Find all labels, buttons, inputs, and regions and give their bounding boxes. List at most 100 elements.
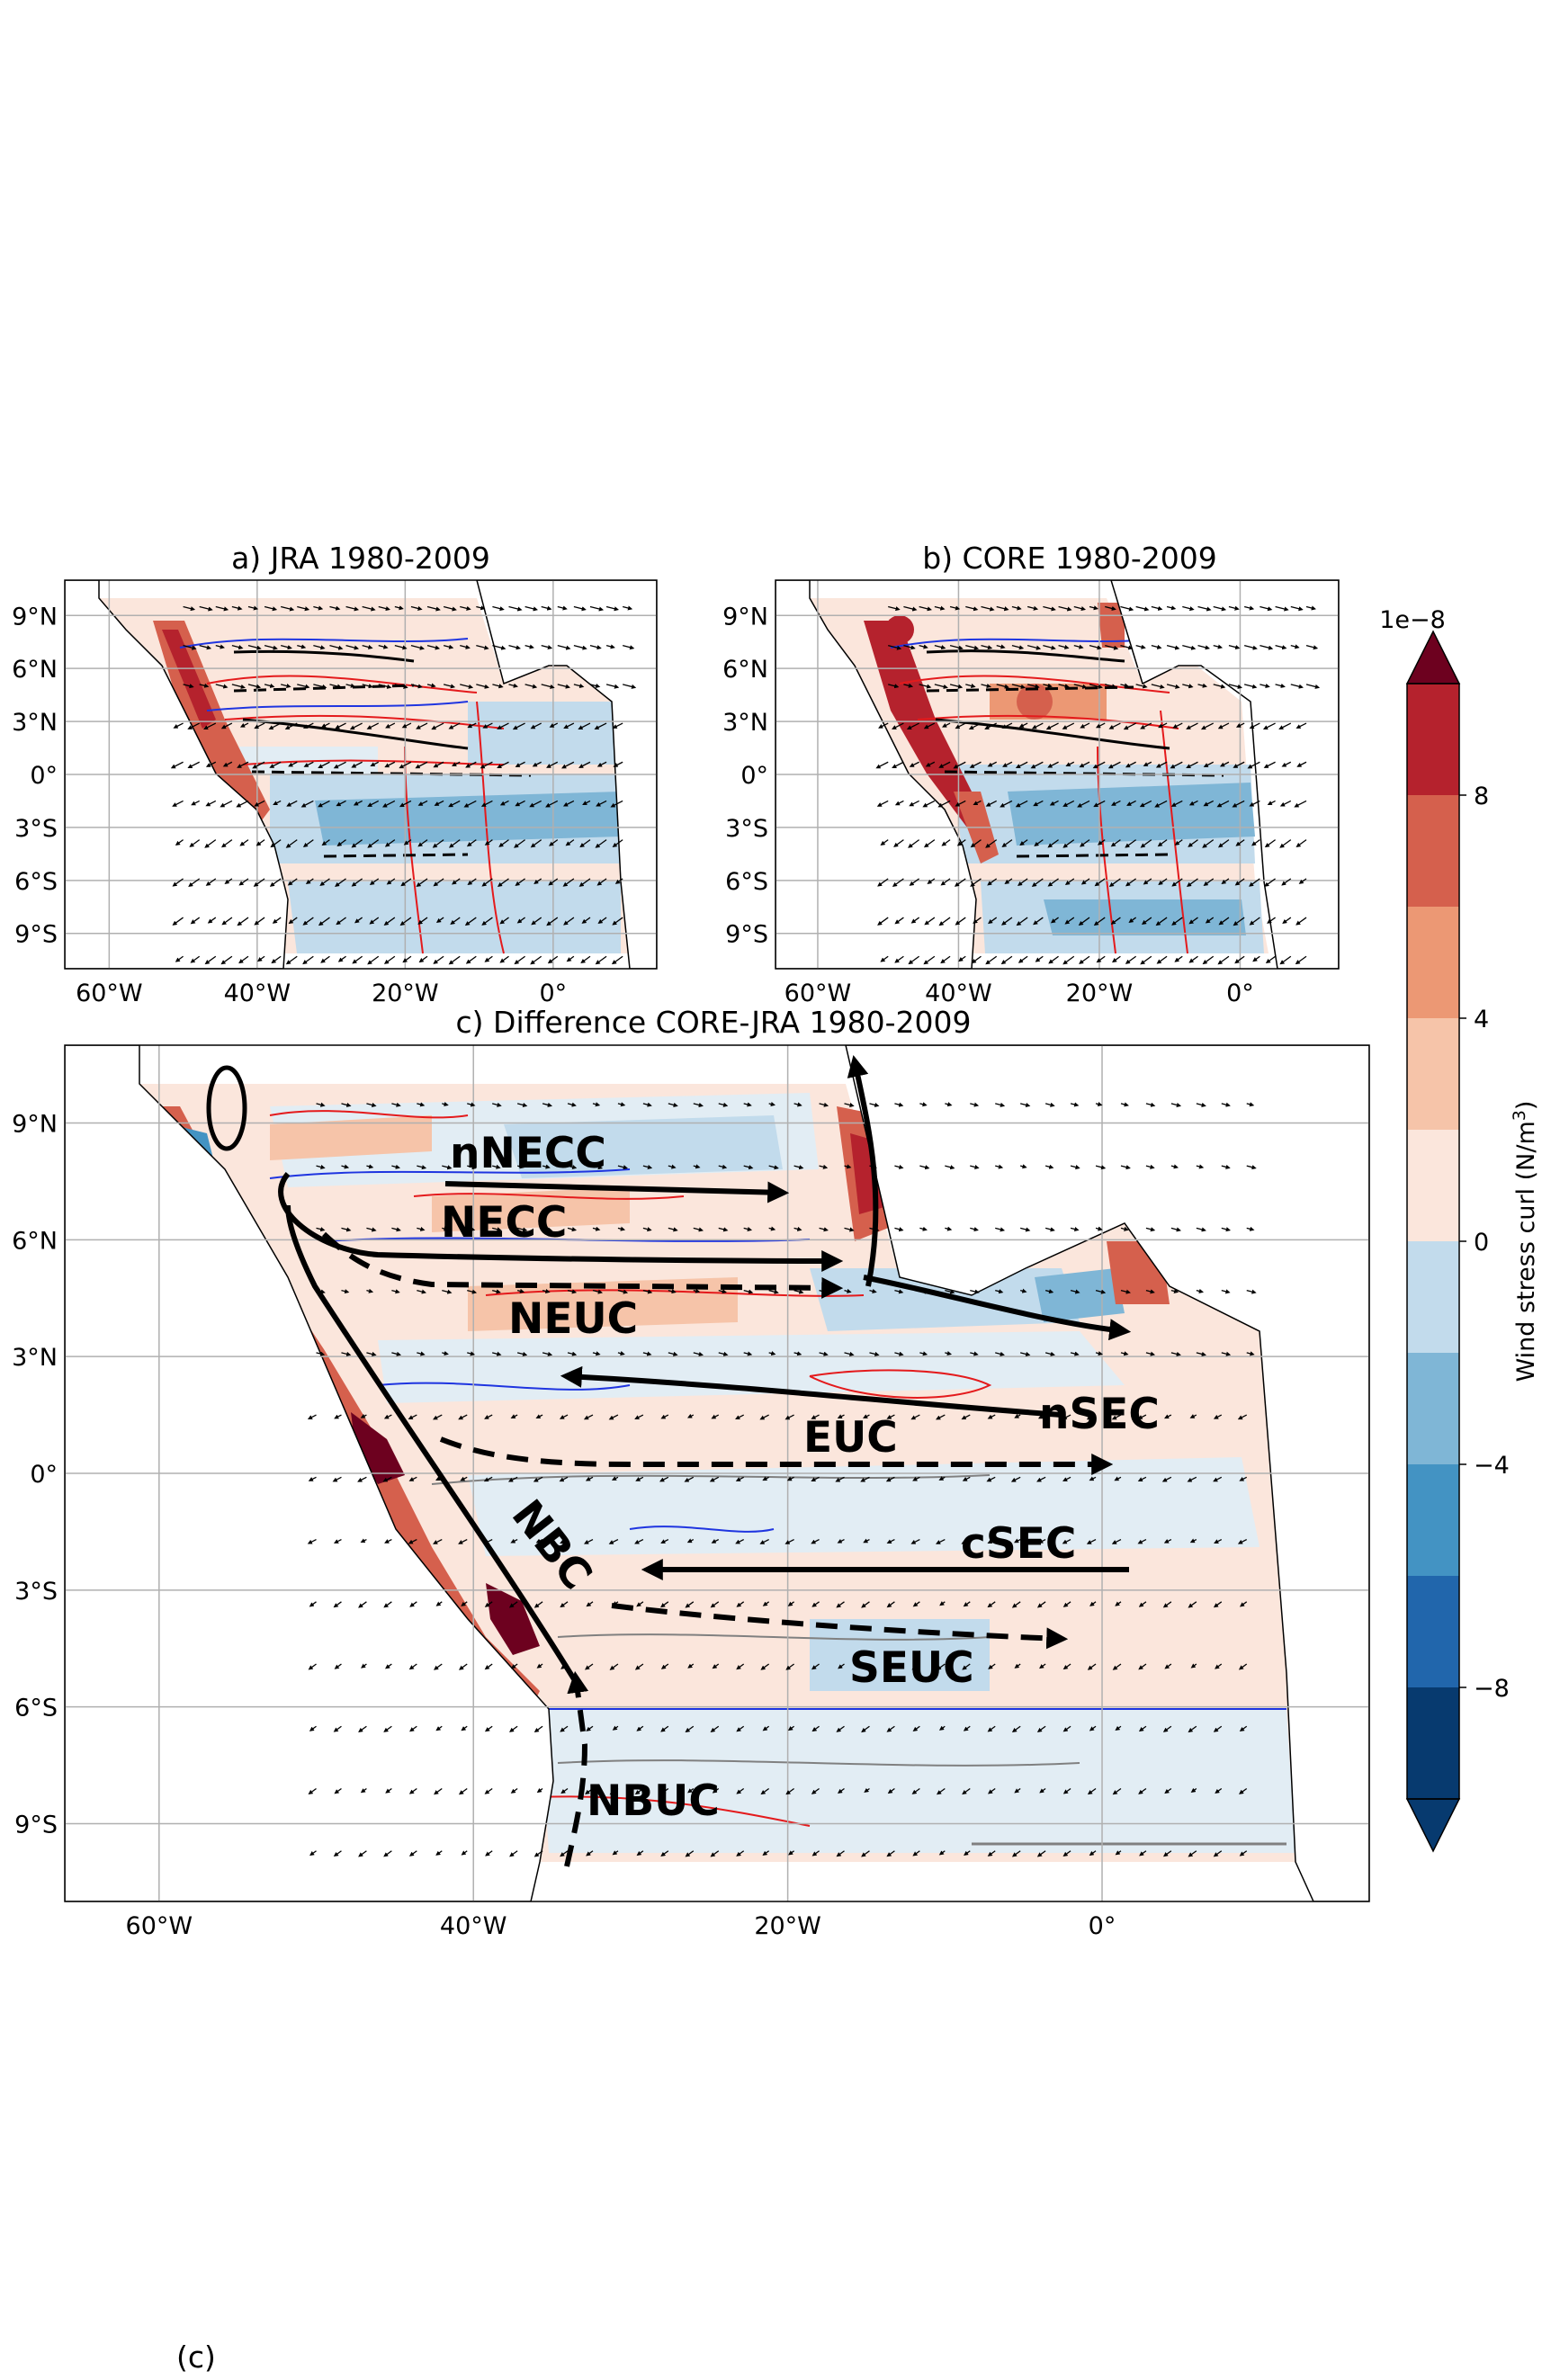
colorbar-tick-label: 8 [1474,783,1489,810]
wind-vector [793,1351,802,1356]
wind-vector [1112,1663,1122,1670]
wind-vector [481,878,493,887]
wind-vector [923,722,936,729]
wind-vector [378,644,389,649]
wind-vector [877,878,889,887]
wind-vector [1213,684,1226,689]
panel-c-arrow-seuc [611,1603,1069,1650]
wind-vector [835,1476,845,1482]
wind-vector [308,1663,317,1670]
wind-vector [1036,1850,1046,1857]
wind-vector [1114,1476,1122,1481]
wind-vector [844,1288,852,1293]
wind-vector [1039,1787,1046,1794]
wind-vector [333,1601,342,1608]
wind-vector [567,1164,578,1169]
wind-vector [1095,1165,1107,1170]
wind-vector [1216,800,1230,808]
wind-vector [498,839,509,847]
wind-vector [1305,684,1321,689]
wind-vector [497,761,509,769]
wind-vector [937,800,951,808]
wind-vector [433,1538,443,1544]
wind-vector [880,955,889,962]
wind-vector [987,878,998,886]
wind-vector [1221,1351,1232,1356]
x-tick-label: 60°W [784,980,852,1007]
colorbar-ticks: 8 4 0 −4 −8 [1459,783,1510,1703]
wind-vector [1158,878,1168,886]
wind-vector [1213,1601,1223,1608]
wind-vector [492,645,507,650]
wind-vector [1196,1227,1206,1232]
wind-vector [481,917,493,926]
wind-vector [1080,878,1090,885]
wind-vector [1062,1850,1071,1857]
wind-vector [611,955,623,965]
wind-vector [1089,1725,1097,1731]
wind-vector [711,1414,720,1419]
wind-vector [612,1850,619,1856]
wind-vector [784,1414,794,1420]
wind-vector [1290,684,1304,689]
wind-vector [492,684,504,689]
wind-vector [366,1164,374,1169]
wind-vector [309,1850,317,1857]
wind-vector [693,1227,704,1232]
wind-vector [369,878,380,886]
colorbar-block [1407,907,1459,1018]
colorbar-tick-label: −8 [1474,1675,1510,1703]
panel-a-frame [64,579,658,970]
wind-vector [838,1663,845,1669]
wind-vector [735,1414,744,1419]
wind-vector [1182,684,1194,689]
wind-vector [718,1289,728,1294]
panel-a-current-euc [251,770,532,777]
wind-vector [238,955,249,964]
y-tick-label: 0° [30,762,58,790]
wind-vector [334,1663,342,1669]
wind-vector [360,1413,367,1418]
wind-vector [880,839,889,846]
wind-vector [205,800,217,807]
wind-vector [318,761,330,769]
wind-vector [611,1476,619,1481]
wind-vector [384,1538,392,1543]
wind-vector [366,722,380,729]
wind-vector [1108,722,1121,729]
wind-vector [483,1476,493,1482]
wind-vector [362,644,373,649]
wind-vector [743,1351,753,1356]
wind-vector [970,1164,980,1170]
wind-vector [1221,1102,1231,1107]
wind-vector [686,1538,695,1543]
wind-vector [642,1227,652,1232]
wind-vector [995,1164,1004,1169]
wind-vector [894,1102,904,1107]
panel-c-field: nNECC NECC NEUC nSEC EUC cSEC NBC SEUC N… [65,1045,1369,1901]
wind-vector [861,1850,870,1857]
wind-vector [542,1164,551,1169]
wind-vector [636,1725,644,1731]
wind-vector [887,1787,895,1794]
wind-vector [273,800,282,806]
wind-vector [175,839,184,846]
wind-vector [247,684,262,689]
wind-vector [367,839,380,848]
wind-vector [837,1787,845,1794]
wind-vector [1145,1227,1156,1232]
wind-vector [297,684,310,689]
wind-vector [923,955,936,965]
wind-vector [452,761,461,766]
wind-vector [1112,1787,1122,1795]
wind-vector [1295,839,1307,848]
wind-vector [1239,1850,1248,1857]
panel-b-current-nsec [935,718,1170,750]
y-tick-label: 6°S [725,868,768,896]
wind-vector [1095,1102,1103,1107]
wind-vector [1120,1226,1129,1231]
panel-c-arrow-neuc [321,1231,844,1299]
wind-vector [546,761,559,768]
wind-vector [1243,684,1258,689]
